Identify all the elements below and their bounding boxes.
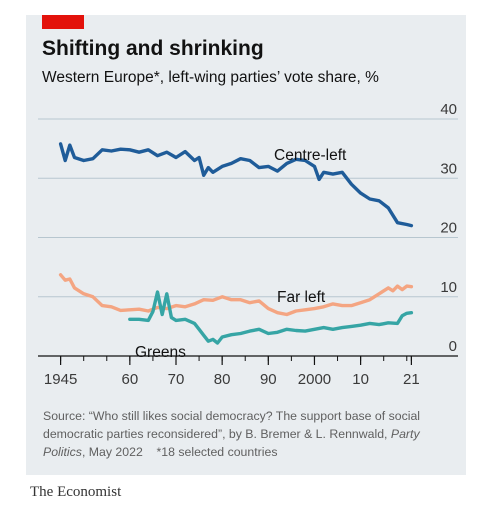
x-tick-label: 21: [403, 371, 420, 388]
chart-panel: Shifting and shrinking Western Europe*, …: [26, 15, 466, 475]
source-date: , May 2022: [81, 445, 143, 459]
source-footnote: *18 selected countries: [156, 445, 278, 459]
y-tick-label: 20: [440, 220, 457, 237]
economist-logo: The Economist: [30, 484, 122, 500]
chart-subtitle: Western Europe*, left-wing parties’ vote…: [42, 69, 379, 86]
y-tick-label: 10: [440, 279, 457, 296]
series-labels: Centre-left Far left Greens: [135, 147, 347, 361]
series-label-far-left: Far left: [277, 289, 326, 306]
y-tick-label: 30: [440, 160, 457, 177]
gridlines: [38, 118, 458, 298]
series-line-far-left: [58, 273, 414, 317]
y-axis-tick-labels: 0 10 20 30 40: [440, 101, 457, 355]
chart-title: Shifting and shrinking: [42, 37, 264, 60]
x-tick-label: 10: [352, 371, 369, 388]
series-line-greens: [128, 290, 414, 345]
x-tick-label: 60: [122, 371, 139, 388]
line-chart: 0 10 20 30 40 1945 60 70 80 90 2000 10 21 Centre-le…: [38, 101, 458, 388]
series-line-centre-left: [58, 142, 414, 228]
y-tick-label: 0: [449, 338, 457, 355]
economist-red-tag: [42, 15, 84, 29]
x-axis: 1945 60 70 80 90 2000 10 21: [38, 355, 458, 388]
x-tick-label: 70: [168, 371, 185, 388]
series-label-centre-left: Centre-left: [274, 147, 347, 164]
x-tick-label: 80: [214, 371, 231, 388]
series-label-greens: Greens: [135, 344, 186, 361]
x-tick-label: 2000: [298, 371, 331, 388]
source-text: Source: “Who still likes social democrac…: [43, 409, 421, 441]
source-note: Source: “Who still likes social democrac…: [43, 407, 463, 461]
y-tick-label: 40: [440, 101, 457, 118]
x-tick-label: 1945: [44, 371, 77, 388]
data-series: [58, 142, 414, 345]
source-journal: Party Politics: [43, 427, 420, 459]
x-tick-label: 90: [260, 371, 277, 388]
